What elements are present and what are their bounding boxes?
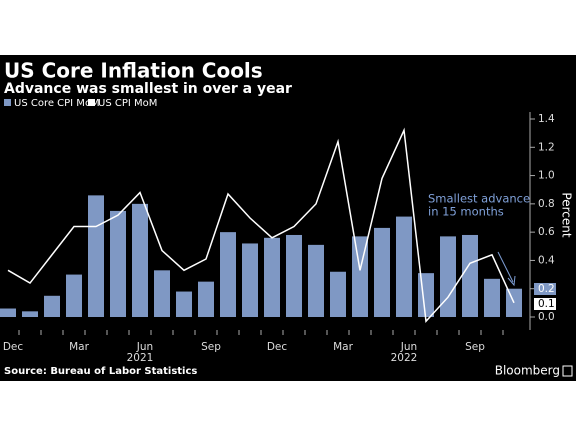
bar [484, 278, 500, 317]
annotation: Smallest advance [428, 192, 530, 206]
legend-label: US Core CPI MoM [14, 98, 100, 109]
bar [44, 295, 60, 317]
bar [374, 227, 390, 317]
annotation: in 15 months [428, 205, 504, 219]
brand-icon [562, 365, 573, 377]
year-label: 2022 [391, 352, 418, 364]
chart-title: US Core Inflation Cools [4, 59, 263, 83]
bar [22, 311, 38, 317]
value-label-box [534, 283, 556, 295]
bar [286, 234, 302, 317]
bar [198, 281, 214, 317]
bar [440, 236, 456, 317]
bar [462, 234, 478, 317]
legend-swatch [4, 99, 11, 106]
year-label: 2021 [127, 352, 154, 364]
annotation-arrowhead [507, 275, 516, 287]
x-tick-label: Sep [201, 341, 221, 353]
legend-label: US CPI MoM [98, 98, 157, 109]
x-tick-label: Jun [400, 341, 417, 353]
brand: Bloomberg [495, 364, 560, 378]
bar [418, 273, 434, 317]
y-tick-label: 0.4 [538, 254, 555, 266]
bar [176, 291, 192, 317]
y-axis-label: Percent [560, 192, 574, 237]
y-tick-label: 1.2 [538, 141, 555, 153]
bar [396, 216, 412, 317]
bar [88, 195, 104, 317]
x-tick-label: Mar [333, 341, 353, 353]
x-tick-label: Dec [267, 341, 288, 353]
legend-swatch [88, 99, 95, 106]
source: Source: Bureau of Labor Statistics [4, 366, 197, 377]
bar [264, 237, 280, 317]
y-tick-label: 1.4 [538, 113, 555, 125]
bar [110, 210, 126, 317]
x-tick-label: Sep [465, 341, 485, 353]
x-tick-label: Mar [69, 341, 89, 353]
bar [66, 274, 82, 317]
bar [220, 232, 236, 317]
value-label: 0.1 [538, 298, 555, 310]
bar [330, 271, 346, 317]
y-tick-label: 1.0 [538, 170, 555, 182]
chart-subtitle: Advance was smallest in over a year [4, 81, 292, 97]
bar [132, 203, 148, 317]
bar [0, 308, 16, 317]
bar [308, 244, 324, 317]
x-tick-label: Jun [136, 341, 153, 353]
annotation-arrow [497, 251, 514, 283]
bar [154, 270, 170, 317]
line [7, 127, 515, 323]
value-label-box [534, 298, 556, 310]
y-tick-label: 0.6 [538, 226, 555, 238]
y-tick-label: 0.0 [538, 311, 555, 323]
value-label: 0.2 [538, 283, 555, 295]
x-tick-label: Dec [3, 341, 24, 353]
bar [242, 243, 258, 317]
y-tick-label: 0.8 [538, 198, 555, 210]
